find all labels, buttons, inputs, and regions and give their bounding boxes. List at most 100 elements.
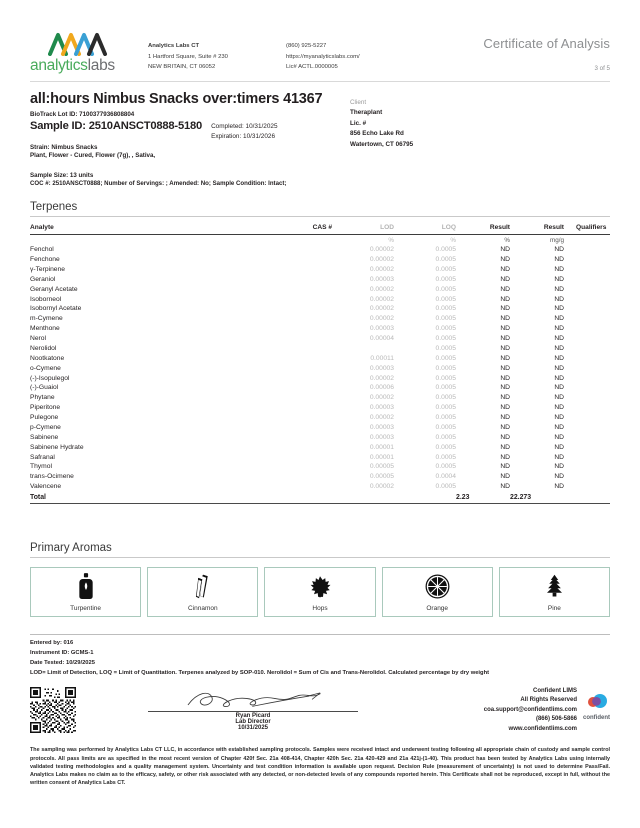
cell-lod: 0.00002 (369, 374, 394, 382)
cell-analyte: Geranyl Acetate (30, 285, 78, 293)
cell-result-mgg: ND (554, 295, 564, 303)
cell-analyte: Thymol (30, 463, 52, 471)
col-analyte: Analyte (30, 223, 54, 231)
brand-logo: analyticslabs (30, 30, 148, 75)
aroma-label: Orange (426, 604, 449, 612)
cell-analyte: Total (30, 493, 46, 501)
cell-lod: 0.00002 (369, 295, 394, 303)
cell-result-pct: ND (500, 344, 510, 352)
cell-loq: 0.0005 (435, 325, 456, 333)
lab-name: Analytics Labs CT (148, 43, 200, 49)
cell-cas (260, 413, 332, 423)
cell-result-mgg: ND (554, 335, 564, 343)
cell-loq: 0.0005 (435, 295, 456, 303)
cell-loq: 0.0005 (435, 374, 456, 382)
cell-lod: 0.00003 (369, 433, 394, 441)
cell-cas (260, 245, 332, 255)
cell-qualifiers (564, 324, 610, 334)
cell-analyte: Nootkatone (30, 354, 65, 362)
lab-street: 1 Hartford Square, Suite # 230 (148, 53, 228, 60)
table-row: Safranal 0.00001 0.0005 ND ND (30, 452, 610, 462)
lims-block: Confident LIMS All Rights Reserved coa.s… (430, 687, 610, 735)
cell-lod: 0.00002 (369, 265, 394, 273)
unit-analyte (30, 234, 260, 245)
cell-lod: 0.00002 (369, 246, 394, 254)
analytics-labs-logo-icon (48, 33, 107, 56)
aroma-card-orange: Orange (381, 566, 493, 617)
signature-line (148, 710, 358, 712)
cell-result-mgg: ND (554, 275, 564, 283)
table-row: Fenchol 0.00002 0.0005 ND ND (30, 245, 610, 255)
unit-result-pct: % (504, 236, 510, 244)
table-row: Pulegone 0.00002 0.0005 ND ND (30, 413, 610, 423)
cell-cas (260, 314, 332, 324)
cell-result-pct: ND (500, 453, 510, 461)
cell-analyte: o-Cymene (30, 364, 61, 372)
cell-qualifiers (564, 492, 610, 501)
cell-cas (260, 294, 332, 304)
lab-website[interactable]: https://myanalyticslabs.com/ (286, 53, 360, 60)
terpenes-section-title: Terpenes (30, 200, 78, 213)
cell-lod: 0.00003 (369, 423, 394, 431)
cell-result-mgg: ND (554, 246, 564, 254)
cell-lod: 0.00001 (369, 443, 394, 451)
cell-result-mgg: ND (554, 384, 564, 392)
legal-disclaimer: The sampling was performed by Analytics … (30, 747, 610, 787)
cell-cas (260, 304, 332, 314)
cell-qualifiers (564, 314, 610, 324)
brand-word-analytics: analytics (30, 57, 88, 74)
cell-result-mgg: ND (554, 344, 564, 352)
cell-analyte: (-)-Guaiol (30, 384, 59, 392)
strain: Strain: Nimbus Snacks (30, 143, 98, 151)
cell-qualifiers (564, 304, 610, 314)
sample-id: Sample ID: 2510ANSCT0888-5180 (30, 120, 203, 132)
cell-analyte: p-Cymene (30, 423, 61, 431)
aroma-label: Pine (547, 604, 561, 612)
cell-cas (260, 432, 332, 442)
cell-cas (260, 334, 332, 344)
table-row: (-)-Guaiol 0.00006 0.0005 ND ND (30, 383, 610, 393)
confident-wordmark: confident (583, 715, 610, 722)
table-header-row: Analyte CAS # LOD LOQ Result Result Qual… (30, 224, 610, 234)
cell-result-pct: ND (500, 325, 510, 333)
cell-lod: 0.00006 (369, 384, 394, 392)
cell-result-mgg: ND (554, 433, 564, 441)
col-result-mgg: Result (543, 223, 564, 231)
cell-cas (260, 363, 332, 373)
cell-loq: 0.0005 (435, 404, 456, 412)
table-header-rule (30, 233, 610, 235)
cell-loq: 0.0005 (435, 246, 456, 254)
table-row: m-Cymene 0.00002 0.0005 ND ND (30, 314, 610, 324)
cell-qualifiers (564, 452, 610, 462)
lab-license: Lic# ACTL.0000005 (286, 64, 338, 70)
cell-lod: 0.00005 (369, 463, 394, 471)
cell-qualifiers (564, 353, 610, 363)
page-title: Certificate of Analysis (483, 36, 610, 51)
brand-word-labs: labs (87, 57, 116, 74)
confident-logo: confident (583, 687, 610, 724)
terpenes-table: Analyte CAS # LOD LOQ Result Result Qual… (30, 224, 610, 504)
lims-website[interactable]: www.confidentlims.com (508, 725, 577, 732)
cell-loq: 0.0005 (435, 423, 456, 431)
cell-result-pct: ND (500, 414, 510, 422)
cell-cas (260, 373, 332, 383)
cell-result-mgg: ND (554, 463, 564, 471)
table-footer-rule (30, 500, 610, 504)
signature-area: Ryan Picard Lab Director 10/31/2025 Conf… (30, 686, 610, 735)
lims-email[interactable]: coa.support@confidentlims.com (483, 706, 577, 713)
cell-analyte: Sabinene Hydrate (30, 443, 84, 451)
cell-result-pct: ND (500, 246, 510, 254)
cell-qualifiers (564, 274, 610, 284)
entered-by: Entered by: 016 (30, 639, 74, 646)
cell-analyte: Pulegone (30, 414, 59, 422)
table-row: Geraniol 0.00003 0.0005 ND ND (30, 274, 610, 284)
unit-loq: % (450, 236, 456, 244)
lims-phone: (866) 506-5866 (535, 716, 577, 723)
qr-code-icon[interactable] (30, 686, 76, 733)
cell-result-pct: ND (500, 423, 510, 431)
table-row: Sabinene Hydrate 0.00001 0.0005 ND ND (30, 442, 610, 452)
client-name: Theraplant (350, 109, 383, 117)
cell-result-pct: ND (500, 394, 510, 402)
cell-result-pct: ND (500, 354, 510, 362)
completed-date: Completed: 10/31/2025 (211, 123, 278, 130)
